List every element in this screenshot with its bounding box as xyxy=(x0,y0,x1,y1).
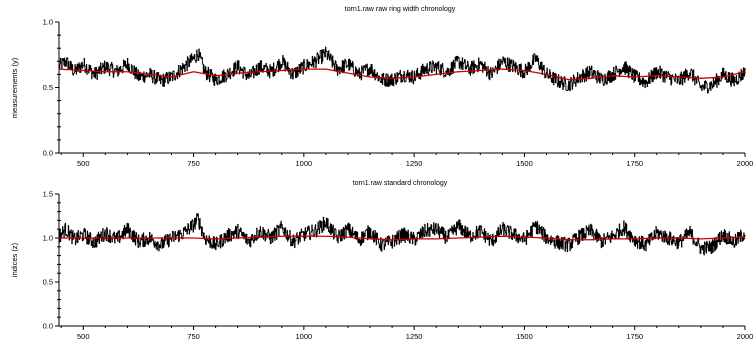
panel-standard-y-tick-label: 1.0 xyxy=(43,234,53,243)
panel-standard-y-tick-label: 0.0 xyxy=(43,322,53,331)
panel-raw-x-axis: 500 750 1000 1250 1500 1750 2000 xyxy=(59,152,754,168)
panel-raw-series xyxy=(58,46,746,94)
panel-standard-raw-series-line xyxy=(58,213,746,256)
panel-raw-y-axis: 0.0 0.5 1.0 xyxy=(43,18,61,158)
panel-raw-x-tick-label: 500 xyxy=(77,159,90,168)
panel-raw-x-tick-label: 2000 xyxy=(737,159,754,168)
panel-raw-x-tick-label: 1000 xyxy=(295,159,312,168)
panel-standard-x-tick-label: 1500 xyxy=(516,332,533,341)
panel-raw-y-tick-label: 1.0 xyxy=(43,18,53,27)
panel-raw-y-tick-label: 0.0 xyxy=(43,149,53,158)
panel-raw-x-tick-label: 1250 xyxy=(406,159,423,168)
panel-standard-title: torn1.raw standard chronology xyxy=(353,180,448,187)
panel-standard-x-tick-label: 1250 xyxy=(406,332,423,341)
panel-raw-y-tick-label: 0.5 xyxy=(43,83,53,92)
panel-standard-x-tick-label: 1000 xyxy=(295,332,312,341)
panel-raw-ylabel: measurements (y) xyxy=(10,57,19,118)
panel-standard-x-tick-label: 1750 xyxy=(626,332,643,341)
panel-raw-x-ticks: 500 750 1000 1250 1500 1750 2000 xyxy=(60,153,754,168)
panel-standard-y-tick-label: 0.5 xyxy=(43,278,53,287)
panel-standard-series xyxy=(58,213,746,256)
panel-standard-y-tick-label: 1.5 xyxy=(43,190,53,199)
panel-standard-smooth-series-line xyxy=(59,235,746,241)
panel-standard-x-tick-label: 500 xyxy=(77,332,90,341)
panel-raw-x-tick-label: 1750 xyxy=(626,159,643,168)
panel-standard-y-ticks: 0.0 0.5 1.0 1.5 xyxy=(43,190,61,331)
panel-raw-x-tick-label: 1500 xyxy=(516,159,533,168)
panel-standard-y-axis: 0.0 0.5 1.0 1.5 xyxy=(43,190,61,331)
panel-standard-ylabel: indices (z) xyxy=(10,242,19,277)
panel-standard-x-tick-label: 2000 xyxy=(737,332,754,341)
panel-standard: torn1.raw standard chronology indices (z… xyxy=(10,180,753,341)
panel-raw-x-tick-label: 750 xyxy=(187,159,200,168)
panel-raw-title: torn1.raw raw ring width chronology xyxy=(345,6,456,13)
panel-raw-smooth-series-line xyxy=(58,68,746,81)
panel-raw-raw-series-line xyxy=(58,46,746,94)
panel-raw-y-ticks: 0.0 0.5 1.0 xyxy=(43,18,61,158)
panel-standard-x-tick-label: 750 xyxy=(187,332,200,341)
panel-standard-x-ticks: 500 750 1000 1250 1500 1750 2000 xyxy=(60,326,754,341)
panel-standard-x-axis: 500 750 1000 1250 1500 1750 2000 xyxy=(59,325,754,341)
panel-raw: torn1.raw raw ring width chronology meas… xyxy=(10,6,753,168)
